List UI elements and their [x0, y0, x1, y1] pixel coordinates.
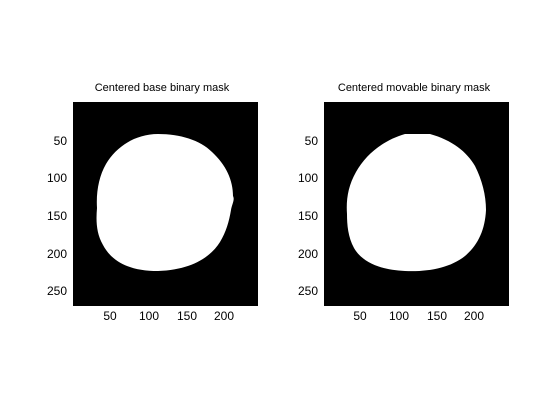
right-mask-blob — [346, 134, 486, 272]
left-y-tick-label: 250 — [47, 284, 67, 298]
left-x-tick-label: 100 — [139, 309, 159, 323]
left-y-tick-label: 100 — [47, 171, 67, 185]
right-y-tick-label: 100 — [298, 171, 318, 185]
left-x-tick-label: 200 — [214, 309, 234, 323]
right-y-tick-label: 150 — [298, 209, 318, 223]
left-panel-title: Centered base binary mask — [95, 82, 230, 94]
left-mask-blob — [96, 134, 234, 271]
right-panel-title: Centered movable binary mask — [338, 82, 491, 94]
right-y-tick-label: 200 — [298, 247, 318, 261]
left-mask-panel: Centered base binary mask 50 100 150 200… — [47, 82, 258, 323]
left-y-tick-labels: 50 100 150 200 250 — [47, 134, 67, 298]
right-mask-panel: Centered movable binary mask 50 100 150 … — [298, 82, 509, 323]
right-y-tick-label: 50 — [305, 134, 319, 148]
left-y-tick-label: 50 — [54, 134, 68, 148]
left-x-tick-label: 150 — [177, 309, 197, 323]
right-x-tick-label: 200 — [464, 309, 484, 323]
right-x-tick-label: 50 — [353, 309, 367, 323]
right-y-tick-label: 250 — [298, 284, 318, 298]
right-x-tick-labels: 50 100 150 200 — [353, 309, 484, 323]
right-x-tick-label: 100 — [389, 309, 409, 323]
left-x-tick-label: 50 — [103, 309, 117, 323]
left-y-tick-label: 150 — [47, 209, 67, 223]
left-y-tick-label: 200 — [47, 247, 67, 261]
left-x-tick-labels: 50 100 150 200 — [103, 309, 234, 323]
right-y-tick-labels: 50 100 150 200 250 — [298, 134, 318, 298]
right-x-tick-label: 150 — [427, 309, 447, 323]
